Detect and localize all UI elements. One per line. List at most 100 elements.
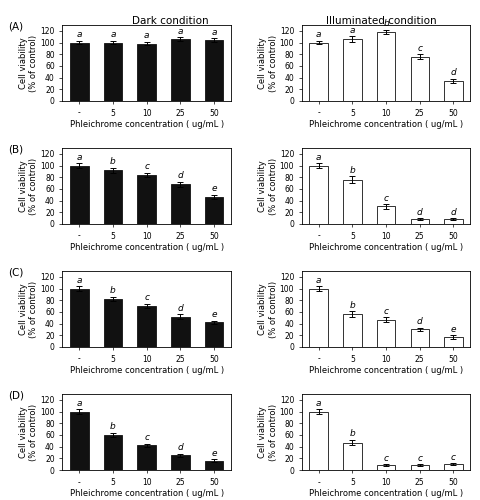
Text: a: a	[110, 30, 116, 40]
Text: b: b	[110, 422, 116, 431]
Text: a: a	[349, 26, 355, 35]
Bar	[171, 184, 190, 224]
Text: c: c	[144, 434, 149, 442]
X-axis label: Phleichrome concentration ( ug/mL ): Phleichrome concentration ( ug/mL )	[309, 120, 463, 128]
Text: b: b	[349, 166, 355, 174]
Y-axis label: Cell viability
(% of control): Cell viability (% of control)	[258, 280, 277, 338]
Y-axis label: Cell viability
(% of control): Cell viability (% of control)	[258, 404, 277, 460]
Text: e: e	[451, 325, 456, 334]
Bar	[410, 330, 429, 347]
Text: (D): (D)	[9, 390, 24, 400]
Bar	[410, 56, 429, 101]
Text: b: b	[349, 301, 355, 310]
Text: b: b	[110, 286, 116, 296]
Text: a: a	[77, 152, 82, 162]
Bar	[104, 299, 122, 347]
Bar	[377, 32, 396, 101]
Bar	[444, 220, 463, 224]
Text: Illuminated condition: Illuminated condition	[326, 16, 437, 26]
Bar	[205, 197, 223, 224]
Y-axis label: Cell viability
(% of control): Cell viability (% of control)	[19, 158, 38, 214]
Text: (B): (B)	[9, 144, 24, 154]
Bar	[205, 460, 223, 470]
Bar	[70, 288, 89, 347]
Text: a: a	[77, 30, 82, 40]
Text: e: e	[211, 449, 217, 458]
Bar	[171, 456, 190, 470]
Text: (C): (C)	[9, 267, 24, 277]
Bar	[444, 81, 463, 101]
Y-axis label: Cell viability
(% of control): Cell viability (% of control)	[258, 158, 277, 214]
Text: c: c	[451, 452, 456, 462]
Text: e: e	[211, 184, 217, 194]
Text: e: e	[211, 310, 217, 319]
Y-axis label: Cell viability
(% of control): Cell viability (% of control)	[258, 34, 277, 92]
Bar	[377, 466, 396, 470]
Bar	[70, 412, 89, 470]
Text: d: d	[451, 68, 456, 78]
Text: c: c	[144, 162, 149, 171]
Text: a: a	[316, 30, 322, 40]
X-axis label: Phleichrome concentration ( ug/mL ): Phleichrome concentration ( ug/mL )	[70, 120, 224, 128]
Bar	[137, 306, 156, 347]
Bar	[171, 316, 190, 347]
Text: d: d	[451, 208, 456, 216]
Y-axis label: Cell viability
(% of control): Cell viability (% of control)	[19, 280, 38, 338]
Text: a: a	[77, 399, 82, 408]
Bar	[137, 446, 156, 470]
Bar	[310, 412, 328, 470]
Bar	[104, 42, 122, 101]
Text: b: b	[383, 19, 389, 28]
Bar	[343, 442, 362, 470]
Bar	[377, 320, 396, 347]
Text: a: a	[211, 28, 217, 37]
Bar	[171, 39, 190, 101]
Text: d: d	[178, 304, 183, 313]
Bar	[137, 175, 156, 224]
Bar	[444, 337, 463, 347]
X-axis label: Phleichrome concentration ( ug/mL ): Phleichrome concentration ( ug/mL )	[309, 488, 463, 498]
Bar	[104, 170, 122, 224]
Text: d: d	[417, 208, 423, 216]
Text: a: a	[316, 152, 322, 162]
X-axis label: Phleichrome concentration ( ug/mL ): Phleichrome concentration ( ug/mL )	[309, 242, 463, 252]
Y-axis label: Cell viability
(% of control): Cell viability (% of control)	[19, 34, 38, 92]
Bar	[343, 314, 362, 347]
Text: d: d	[178, 443, 183, 452]
Text: Dark condition: Dark condition	[132, 16, 209, 26]
Text: a: a	[77, 276, 82, 285]
Bar	[104, 435, 122, 470]
X-axis label: Phleichrome concentration ( ug/mL ): Phleichrome concentration ( ug/mL )	[309, 366, 463, 374]
Text: c: c	[417, 44, 422, 52]
Text: c: c	[384, 306, 389, 316]
Text: a: a	[316, 399, 322, 408]
Bar	[310, 166, 328, 224]
Bar	[310, 42, 328, 101]
Text: d: d	[178, 172, 183, 180]
X-axis label: Phleichrome concentration ( ug/mL ): Phleichrome concentration ( ug/mL )	[70, 366, 224, 374]
X-axis label: Phleichrome concentration ( ug/mL ): Phleichrome concentration ( ug/mL )	[70, 488, 224, 498]
Text: (A): (A)	[9, 21, 24, 31]
Bar	[310, 288, 328, 347]
Bar	[377, 206, 396, 224]
Bar	[70, 166, 89, 224]
Text: a: a	[316, 276, 322, 285]
Text: a: a	[144, 32, 149, 40]
Bar	[343, 180, 362, 224]
Bar	[137, 44, 156, 101]
X-axis label: Phleichrome concentration ( ug/mL ): Phleichrome concentration ( ug/mL )	[70, 242, 224, 252]
Y-axis label: Cell viability
(% of control): Cell viability (% of control)	[19, 404, 38, 460]
Bar	[343, 39, 362, 101]
Bar	[205, 322, 223, 347]
Bar	[444, 464, 463, 470]
Bar	[70, 42, 89, 101]
Bar	[410, 220, 429, 224]
Bar	[205, 40, 223, 101]
Text: a: a	[178, 27, 183, 36]
Text: c: c	[144, 294, 149, 302]
Bar	[410, 466, 429, 470]
Text: b: b	[349, 429, 355, 438]
Text: b: b	[110, 158, 116, 166]
Text: c: c	[417, 454, 422, 462]
Text: c: c	[384, 194, 389, 202]
